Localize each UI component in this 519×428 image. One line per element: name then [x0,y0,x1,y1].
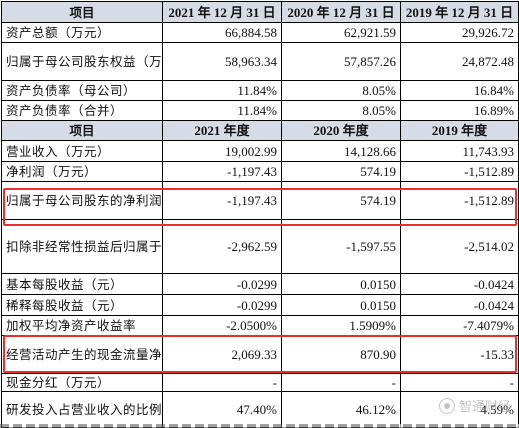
row-value-2019: - [400,373,519,392]
row-label: 基本每股收益（元） [1,273,163,295]
row-value-2019: 16.89% [400,100,519,121]
row-value-2021: -1,197.43 [162,181,282,220]
table-row: 加权平均净资产收益率 -2.0500% 1.5909% -7.4079% [1,315,519,336]
row-label: 研发投入占营业收入的比例 [1,391,163,428]
row-value-2020: -1,597.55 [281,219,401,274]
header-col-2021: 2021 年度 [162,120,282,141]
header-col-2019: 2019 年 12 月 31 日 [400,1,519,23]
row-value-2019: 4.59% [400,391,519,428]
row-value-2019: -2,514.02 [400,219,519,274]
row-value-2020: - [281,373,401,392]
row-label: 营业收入（万元） [1,140,163,162]
row-value-2019: -7.4079% [400,315,519,336]
cropped-text-fragment [0,424,519,428]
row-value-2021: 47.40% [162,391,282,428]
header-item: 项目 [1,120,163,141]
table-header-income: 项目 2021 年度 2020 年度 2019 年度 [1,120,519,141]
row-value-2020: 0.0150 [281,273,401,295]
header-col-2021: 2021 年 12 月 31 日 [162,1,282,23]
row-value-2020: 0.0150 [281,294,401,316]
row-value-2021: 66,884.58 [162,22,282,43]
row-value-2021: 19,002.99 [162,140,282,162]
table-row: 扣除非经常性损益后归属于母公司股东的净利润（万元） -2,962.59 -1,5… [1,219,519,274]
watermark-text: 智通财经 [458,400,511,415]
row-label: 资产负债率（母公司） [1,80,163,101]
table-row: 归属于母公司股东权益（万元） 58,963.34 57,857.26 24,87… [1,42,519,81]
row-value-2021: 11.84% [162,80,282,101]
table-header-balance: 项目 2021 年 12 月 31 日 2020 年 12 月 31 日 201… [1,1,519,23]
row-value-2019: -0.0424 [400,273,519,295]
watermark: 智通财经 [438,396,511,415]
row-value-2019: 29,926.72 [400,22,519,43]
row-value-2021: - [162,373,282,392]
table-row: 现金分红（万元） - - - [1,373,519,392]
row-value-2019: -15.33 [400,335,519,374]
row-label: 归属于母公司股东的净利润（万元） [1,181,163,220]
row-value-2021: -0.0299 [162,273,282,295]
table-row: 营业收入（万元） 19,002.99 14,128.66 11,743.93 [1,140,519,162]
row-label: 现金分红（万元） [1,373,163,392]
table-row: 研发投入占营业收入的比例 47.40% 46.12% 4.59% [1,391,519,428]
row-value-2020: 8.05% [281,80,401,101]
row-value-2019: 24,872.48 [400,42,519,81]
row-label: 稀释每股收益（元） [1,294,163,316]
row-label: 归属于母公司股东权益（万元） [1,42,163,81]
row-label: 经营活动产生的现金流量净额（万元） [1,335,163,374]
header-item: 项目 [1,1,163,23]
row-value-2019: 16.84% [400,80,519,101]
row-value-2021: -2,962.59 [162,219,282,274]
row-value-2019: -0.0424 [400,294,519,316]
row-value-2020: 62,921.59 [281,22,401,43]
row-value-2021: -2.0500% [162,315,282,336]
header-col-2019: 2019 年度 [400,120,519,141]
header-col-2020: 2020 年度 [281,120,401,141]
row-value-2020: 57,857.26 [281,42,401,81]
row-value-2020: 574.19 [281,181,401,220]
table-row: 经营活动产生的现金流量净额（万元） 2,069.33 870.90 -15.33 [1,335,519,374]
table-row: 净利润（万元） -1,197.43 574.19 -1,512.89 [1,161,519,182]
row-label: 净利润（万元） [1,161,163,182]
row-value-2021: 2,069.33 [162,335,282,374]
row-value-2019: 11,743.93 [400,140,519,162]
row-value-2021: -0.0299 [162,294,282,316]
row-value-2020: 8.05% [281,100,401,121]
table-row: 稀释每股收益（元） -0.0299 0.0150 -0.0424 [1,294,519,316]
row-value-2020: 870.90 [281,335,401,374]
row-label: 资产负债率（合并） [1,100,163,121]
row-value-2021: 11.84% [162,100,282,121]
table-row: 资产负债率（母公司） 11.84% 8.05% 16.84% [1,80,519,101]
row-value-2020: 46.12% [281,391,401,428]
row-value-2020: 574.19 [281,161,401,182]
table-row: 归属于母公司股东的净利润（万元） -1,197.43 574.19 -1,512… [1,181,519,220]
table-row: 基本每股收益（元） -0.0299 0.0150 -0.0424 [1,273,519,295]
row-label: 加权平均净资产收益率 [1,315,163,336]
row-value-2021: -1,197.43 [162,161,282,182]
row-value-2019: -1,512.89 [400,181,519,220]
logo-icon [438,397,455,414]
row-label: 资产总额（万元） [1,22,163,43]
header-col-2020: 2020 年 12 月 31 日 [281,1,401,23]
row-value-2020: 1.5909% [281,315,401,336]
table-row: 资产负债率（合并） 11.84% 8.05% 16.89% [1,100,519,121]
row-value-2020: 14,128.66 [281,140,401,162]
row-value-2019: -1,512.89 [400,161,519,182]
row-value-2021: 58,963.34 [162,42,282,81]
row-label: 扣除非经常性损益后归属于母公司股东的净利润（万元） [1,219,163,274]
table-row: 资产总额（万元） 66,884.58 62,921.59 29,926.72 [1,22,519,43]
